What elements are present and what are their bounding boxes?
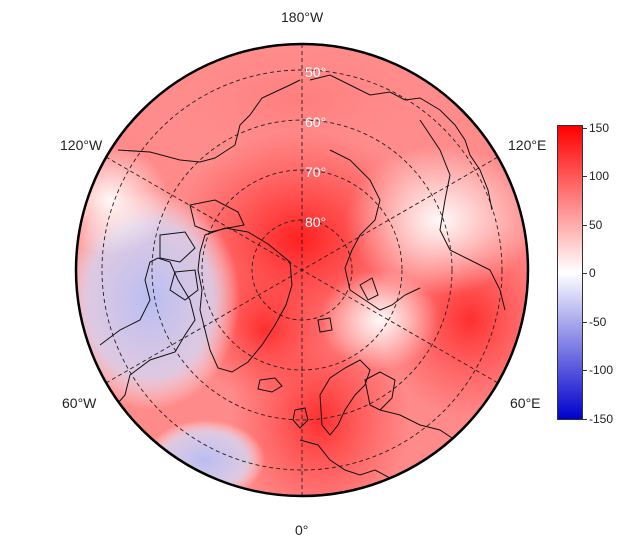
- latitude-label: 50°: [305, 64, 326, 80]
- graticule: [101, 44, 503, 496]
- scandinavia-coast: [319, 359, 371, 436]
- canada-archipelago: [189, 199, 245, 233]
- colorbar-tickmark: [583, 176, 587, 177]
- map-boundary: [74, 42, 530, 498]
- colorbar-tickmark: [583, 273, 587, 274]
- colorbar-tick-label: -150: [589, 412, 614, 426]
- latitude-labels: 50° 60° 70° 80°: [305, 64, 326, 230]
- colorbar-tickmark: [583, 225, 587, 226]
- colorbar-tickmark: [583, 128, 587, 129]
- iceland-coast: [257, 377, 283, 393]
- colorbar: [557, 125, 583, 420]
- coastlines: [99, 74, 506, 491]
- latitude-label: 80°: [305, 214, 326, 230]
- meridian-label-120w: 120°W: [60, 137, 103, 153]
- colorbar-tick-label: -100: [589, 363, 614, 377]
- meridian-label-0: 0°: [295, 522, 309, 538]
- greenland-coast: [197, 227, 293, 373]
- field-shading: [76, 44, 528, 496]
- colorbar-tick-label: 150: [589, 121, 610, 135]
- colorbar-tickmark: [583, 322, 587, 323]
- colorbar-tick-label: 100: [589, 169, 610, 183]
- colorbar-tick-label: 50: [589, 218, 603, 232]
- meridian-label-120e: 120°E: [508, 137, 547, 153]
- meridian-60w-120e: [105, 156, 499, 384]
- latitude-label: 60°: [305, 114, 326, 130]
- colorbar-tick-label: 0: [589, 266, 596, 280]
- siberia-coast: [309, 74, 493, 211]
- north-america-coast: [117, 114, 251, 163]
- latitude-label: 70°: [305, 164, 326, 180]
- parallel-50: [101, 69, 503, 471]
- colorbar-tickmark: [583, 419, 587, 420]
- meridian-label-180w: 180°W: [281, 9, 324, 25]
- meridian-label-60w: 60°W: [62, 395, 97, 411]
- parallel-60: [151, 119, 453, 421]
- colorbar-tick-label: -50: [589, 315, 607, 329]
- meridian-label-60e: 60°E: [510, 395, 541, 411]
- colorbar-tickmark: [583, 370, 587, 371]
